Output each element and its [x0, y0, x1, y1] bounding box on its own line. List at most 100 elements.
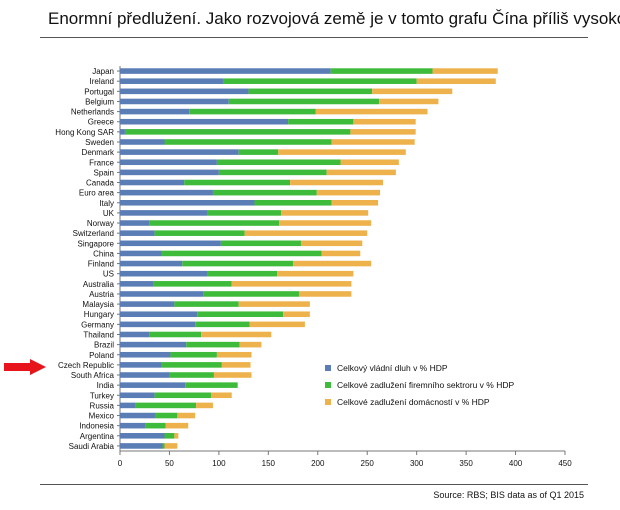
bar-segment: [120, 250, 162, 257]
legend-swatch: [325, 365, 331, 371]
bar-segment: [216, 351, 252, 358]
bar-segment: [120, 199, 255, 206]
category-label: Saudi Arabia: [69, 442, 115, 451]
bar-segment: [197, 311, 284, 318]
bar-segment: [177, 412, 196, 419]
bar-segment: [120, 78, 224, 84]
category-label: Russia: [90, 401, 115, 410]
bar-segment: [330, 68, 433, 74]
bar-segment: [149, 331, 202, 338]
bars-layer: [120, 68, 498, 449]
category-label: Spain: [94, 168, 114, 177]
bar-segment: [120, 351, 171, 358]
category-label: India: [97, 381, 115, 390]
chart-title: Enormní předlužení. Jako rozvojová země …: [48, 9, 620, 28]
legend-label: Celkový vládní dluh v % HDP: [337, 363, 448, 373]
bar-segment: [316, 189, 381, 196]
bar-segment: [120, 372, 170, 378]
bar-segment: [238, 301, 310, 307]
category-label: France: [89, 158, 114, 167]
bar-segment: [203, 291, 299, 297]
bar-segment: [120, 443, 163, 449]
bar-segment: [331, 199, 379, 206]
bar-segment: [416, 78, 496, 84]
bar-segment: [185, 382, 238, 388]
bar-segment: [120, 311, 198, 318]
category-label: Germany: [81, 320, 114, 329]
bar-segment: [231, 281, 352, 287]
legend-label: Celkové zadlužení domácností v % HDP: [337, 397, 490, 407]
bar-segment: [248, 88, 373, 95]
category-label: Portugal: [84, 87, 114, 96]
category-label: Switzerland: [73, 229, 114, 238]
bar-segment: [321, 250, 361, 257]
bar-segment: [154, 392, 211, 399]
bar-segment: [372, 88, 453, 95]
bar-segment: [135, 402, 197, 409]
bar-segment: [340, 159, 399, 166]
bar-segment: [120, 281, 154, 287]
bar-segment: [174, 433, 179, 439]
category-label: UK: [103, 209, 115, 218]
bar-segment: [120, 230, 155, 236]
bottom-divider: [40, 484, 588, 485]
bar-segment: [210, 392, 232, 399]
bar-segment: [218, 169, 327, 176]
bar-segment: [353, 118, 416, 125]
bar-segment: [293, 260, 372, 267]
category-label: Malaysia: [82, 300, 114, 309]
category-label: Thailand: [83, 330, 114, 339]
x-tick-label: 150: [262, 459, 276, 468]
x-tick-label: 100: [212, 459, 226, 468]
bar-segment: [154, 230, 245, 236]
bar-segment: [331, 139, 415, 145]
category-label: Mexico: [89, 412, 115, 421]
bar-segment: [120, 362, 162, 368]
category-label: Euro area: [79, 189, 115, 198]
bar-segment: [120, 210, 208, 216]
category-label: Argentina: [80, 432, 115, 441]
bar-segment: [120, 88, 249, 95]
bar-segment: [239, 341, 262, 348]
bar-segment: [120, 412, 156, 419]
bar-segment: [120, 68, 331, 74]
bar-segment: [300, 240, 363, 247]
bar-segment: [120, 139, 165, 145]
bar-segment: [288, 118, 354, 125]
x-tick-label: 200: [311, 459, 325, 468]
bar-segment: [120, 331, 150, 338]
bar-segment: [169, 372, 214, 378]
category-label: Sweden: [85, 138, 114, 147]
bar-segment: [164, 139, 332, 145]
category-label: US: [103, 270, 114, 279]
bar-segment: [174, 301, 239, 307]
bar-segment: [120, 382, 186, 388]
bar-segment: [278, 149, 406, 155]
legend-label: Celkové zadlužení firemního sektroru v %…: [337, 380, 514, 390]
bar-segment: [120, 402, 136, 409]
bar-segment: [120, 270, 208, 277]
bar-segment: [221, 362, 251, 368]
category-label: Brazil: [94, 341, 114, 350]
x-axis: 0 50 100 150 200 250 300 350 400 450: [118, 451, 572, 468]
category-label: Italy: [99, 199, 114, 208]
bar-segment: [249, 321, 305, 328]
bar-segment: [223, 78, 417, 84]
category-label: Czech Republic: [58, 361, 114, 370]
bar-segment: [290, 179, 384, 186]
bar-segment: [189, 108, 316, 115]
bar-segment: [201, 331, 272, 338]
bar-segment: [165, 422, 189, 429]
bar-segment: [120, 291, 204, 297]
bar-segment: [379, 98, 439, 105]
bar-segment: [120, 149, 239, 155]
bar-segment: [161, 250, 322, 257]
bar-segment: [153, 281, 232, 287]
x-tick-label: 350: [459, 459, 473, 468]
x-tick-label: 450: [558, 459, 572, 468]
bar-segment: [186, 341, 240, 348]
source-note: Source: RBS; BIS data as of Q1 2015: [433, 490, 584, 500]
bar-segment: [120, 321, 196, 328]
bar-segment: [155, 412, 178, 419]
